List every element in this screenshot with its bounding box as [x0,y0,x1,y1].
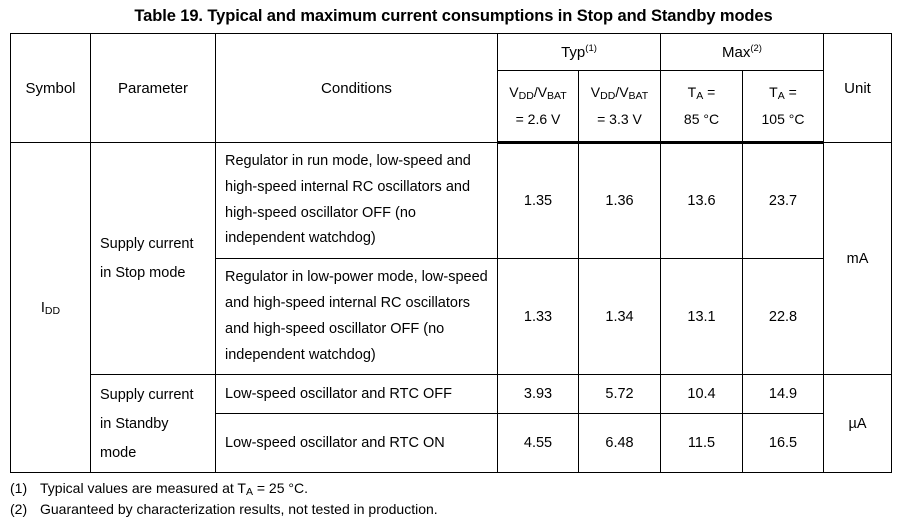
vbat-subscript: BAT [628,89,649,102]
footnote-1-text-pre: Typical values are measured at T [40,480,246,496]
value-typ-2v6: 3.93 [497,374,579,415]
value-max-105c: 22.8 [742,258,824,376]
value-max-105c: 23.7 [742,141,824,260]
footnote-1-marker: (1) [10,480,28,496]
parameter-line-1: Supply current [100,235,194,252]
conditions-cell: Low-speed oscillator and RTC ON [215,413,498,474]
header-unit: Unit [823,33,892,143]
header-typ-vdd-2v6: VDD/VBAT = 2.6 V [497,70,579,144]
idd-i-glyph: I [40,299,45,316]
conditions-cell: Regulator in low-power mode, low-speed a… [215,258,498,376]
value-typ-2v6: 1.35 [497,141,579,260]
header-group-row: Symbol Parameter Conditions Typ(1) Max(2… [10,33,892,143]
footnote-1-text: Typical values are measured at TA = 25 °… [40,478,880,499]
ta-equals: = [784,83,797,100]
header-max-footnote-ref: (2) [750,42,762,54]
value-max-85c: 13.6 [660,141,743,260]
footnote-2-marker: (2) [10,501,28,518]
value-max-105c: 16.5 [742,413,824,474]
parameter-line-1: Supply current [100,387,194,404]
vdd-v-glyph: V [509,83,519,100]
header-subgroup-row: VDD/VBAT = 2.6 V VDD/VBAT = 3.3 V TA = 8… [11,70,892,144]
ta-equals: = [703,83,716,100]
parameter-line-3: mode [100,445,137,462]
vdd-subscript: DD [600,89,616,102]
value-typ-2v6: 4.55 [497,413,579,474]
vbat-slash-v-glyph: /V [533,83,548,100]
page-title: Table 19. Typical and maximum current co… [134,7,773,25]
header-max-label: Max [722,43,751,61]
value-typ-3v3: 5.72 [578,374,661,415]
header-max-ta-105: TA = 105 °C [742,70,824,144]
value-typ-3v3: 1.34 [578,258,661,376]
header-parameter: Parameter [90,33,216,143]
idd-subscript: DD [44,304,61,317]
parameter-supply-current-stop: Supply current in Stop mode [90,141,216,376]
value-max-85c: 11.5 [660,413,743,474]
table-header: Symbol Parameter Conditions Typ(1) Max(2… [10,33,892,144]
symbol-idd: IDD [10,141,91,474]
ta-subscript: A [777,89,785,102]
max-85c-value-label: 85 °C [683,111,720,127]
parameter-line-2: in Stop mode [100,264,186,281]
typ-3v3-value-label: = 3.3 V [597,111,642,127]
footnote-1-text-post: = 25 °C. [252,480,308,496]
vbat-subscript: BAT [547,89,567,102]
header-typ-vdd-3v3: VDD/VBAT = 3.3 V [578,70,661,144]
value-max-85c: 10.4 [660,374,743,415]
vdd-v-glyph: V [590,83,601,100]
header-typ-group: Typ(1) [497,33,661,71]
conditions-cell: Regulator in run mode, low-speed and hig… [215,141,498,260]
header-conditions: Conditions [215,33,498,143]
ta-t-glyph: T [769,83,778,100]
parameter-line-2: in Standby [100,416,169,433]
table-row: Regulator in low-power mode, low-speed a… [11,258,892,376]
table-row: Low-speed oscillator and RTC ON 4.55 6.4… [11,413,892,474]
max-105c-value-label: 105 °C [761,111,805,127]
unit-cell-ua: µA [823,374,892,474]
unit-cell-ma: mA [823,141,892,376]
header-typ-label: Typ [561,43,586,61]
footnote-1: (1) Typical values are measured at TA = … [10,478,880,499]
footnote-1-subscript: A [245,486,253,498]
ta-t-glyph: T [687,83,697,100]
value-max-105c: 14.9 [742,374,824,415]
header-symbol: Symbol [10,33,91,143]
current-consumption-table: Symbol Parameter Conditions Typ(1) Max(2… [10,33,892,474]
value-typ-3v3: 1.36 [578,141,661,260]
header-max-ta-85: TA = 85 °C [660,70,743,144]
spec-table-wrapper: Symbol Parameter Conditions Typ(1) Max(2… [10,33,892,474]
table-row: IDD Supply current in Stop mode Regulato… [10,141,892,474]
vbat-slash-v-glyph: /V [615,83,629,100]
conditions-cell: Low-speed oscillator and RTC OFF [215,374,498,415]
footnote-2: (2) Guaranteed by characterization resul… [10,499,880,520]
table-row: Supply current in Standby mode Low-speed… [11,374,892,474]
footnotes: (1) Typical values are measured at TA = … [10,478,880,521]
value-max-85c: 13.1 [660,258,743,376]
ta-subscript: A [696,89,704,102]
header-typ-footnote-ref: (1) [585,42,597,54]
value-typ-2v6: 1.33 [497,258,579,376]
parameter-supply-current-standby: Supply current in Standby mode [90,374,216,474]
header-max-group: Max(2) [660,33,824,71]
table-body: IDD Supply current in Stop mode Regulato… [10,141,892,474]
vdd-subscript: DD [518,89,534,102]
footnote-2-text: Guaranteed by characterization results, … [40,501,438,518]
typ-2v6-value-label: = 2.6 V [515,111,561,127]
value-typ-3v3: 6.48 [578,413,661,474]
